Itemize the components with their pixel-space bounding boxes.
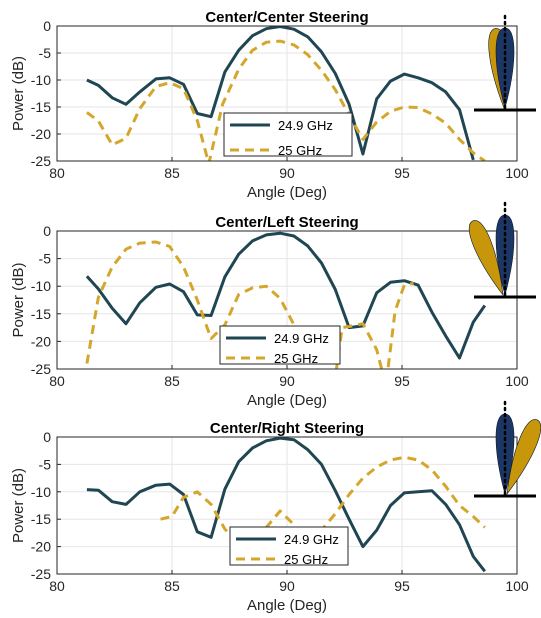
x-tick-label: 90 xyxy=(279,578,295,594)
y-tick-label: -20 xyxy=(31,333,51,349)
x-tick-label: 90 xyxy=(279,165,295,181)
y-axis-label: Power (dB) xyxy=(10,468,27,543)
legend-label: 24.9 GHz xyxy=(274,331,329,346)
y-tick-label: -25 xyxy=(31,153,51,169)
x-tick-label: 80 xyxy=(49,578,65,594)
chart-title: Center/Right Steering xyxy=(210,420,364,437)
x-tick-label: 100 xyxy=(505,165,529,181)
legend-label: 24.9 GHz xyxy=(278,118,333,133)
x-tick-label: 85 xyxy=(164,578,180,594)
x-tick-label: 80 xyxy=(49,165,65,181)
x-tick-label: 100 xyxy=(505,373,529,389)
y-tick-label: -5 xyxy=(39,45,52,61)
x-tick-label: 100 xyxy=(505,578,529,594)
x-tick-label: 80 xyxy=(49,373,65,389)
legend-label: 25 GHz xyxy=(274,351,318,366)
x-axis-label: Angle (Deg) xyxy=(247,597,327,614)
x-axis-label: Angle (Deg) xyxy=(247,392,327,409)
chart-title: Center/Center Steering xyxy=(205,9,368,26)
x-tick-label: 85 xyxy=(164,373,180,389)
y-tick-label: -10 xyxy=(31,72,51,88)
y-tick-label: -5 xyxy=(39,251,52,267)
x-tick-label: 95 xyxy=(394,373,410,389)
y-tick-label: -15 xyxy=(31,306,51,322)
chart-panel-2: 80 85 90 95 100 0 -5 -10 -15 -20 -25 Center/Left St… xyxy=(10,201,536,409)
legend-label: 24.9 GHz xyxy=(284,532,339,547)
x-axis-label: Angle (Deg) xyxy=(247,184,327,201)
x-tick-label: 85 xyxy=(164,165,180,181)
y-axis-label: Power (dB) xyxy=(10,56,27,131)
y-tick-label: -10 xyxy=(31,484,51,500)
x-tick-label: 95 xyxy=(394,165,410,181)
x-tick-label: 90 xyxy=(279,373,295,389)
y-tick-label: -25 xyxy=(31,566,51,582)
y-axis-label: Power (dB) xyxy=(10,262,27,337)
legend-label: 25 GHz xyxy=(284,552,328,567)
y-tick-label: -20 xyxy=(31,539,51,555)
y-tick-label: -15 xyxy=(31,511,51,527)
y-tick-label: -15 xyxy=(31,99,51,115)
y-tick-label: 0 xyxy=(43,223,51,239)
x-tick-label: 95 xyxy=(394,578,410,594)
legend: 24.9 GHz 25 GHz xyxy=(230,527,348,567)
chart-panel-1: 80 85 90 95 100 0 -5 -10 -15 -20 -25 Center/Center … xyxy=(10,9,536,201)
legend: 24.9 GHz 25 GHz xyxy=(220,326,340,366)
legend-label: 25 GHz xyxy=(278,143,322,158)
chart-title: Center/Left Steering xyxy=(215,214,358,231)
y-tick-label: -10 xyxy=(31,278,51,294)
y-tick-label: -20 xyxy=(31,126,51,142)
chart-panel-3: 80 85 90 95 100 0 -5 -10 -15 -20 -25 Center/Right S… xyxy=(10,400,541,614)
legend: 24.9 GHz 25 GHz xyxy=(224,113,352,158)
y-tick-label: -5 xyxy=(39,456,52,472)
y-tick-label: -25 xyxy=(31,361,51,377)
y-tick-label: 0 xyxy=(43,18,51,34)
y-tick-label: 0 xyxy=(43,429,51,445)
